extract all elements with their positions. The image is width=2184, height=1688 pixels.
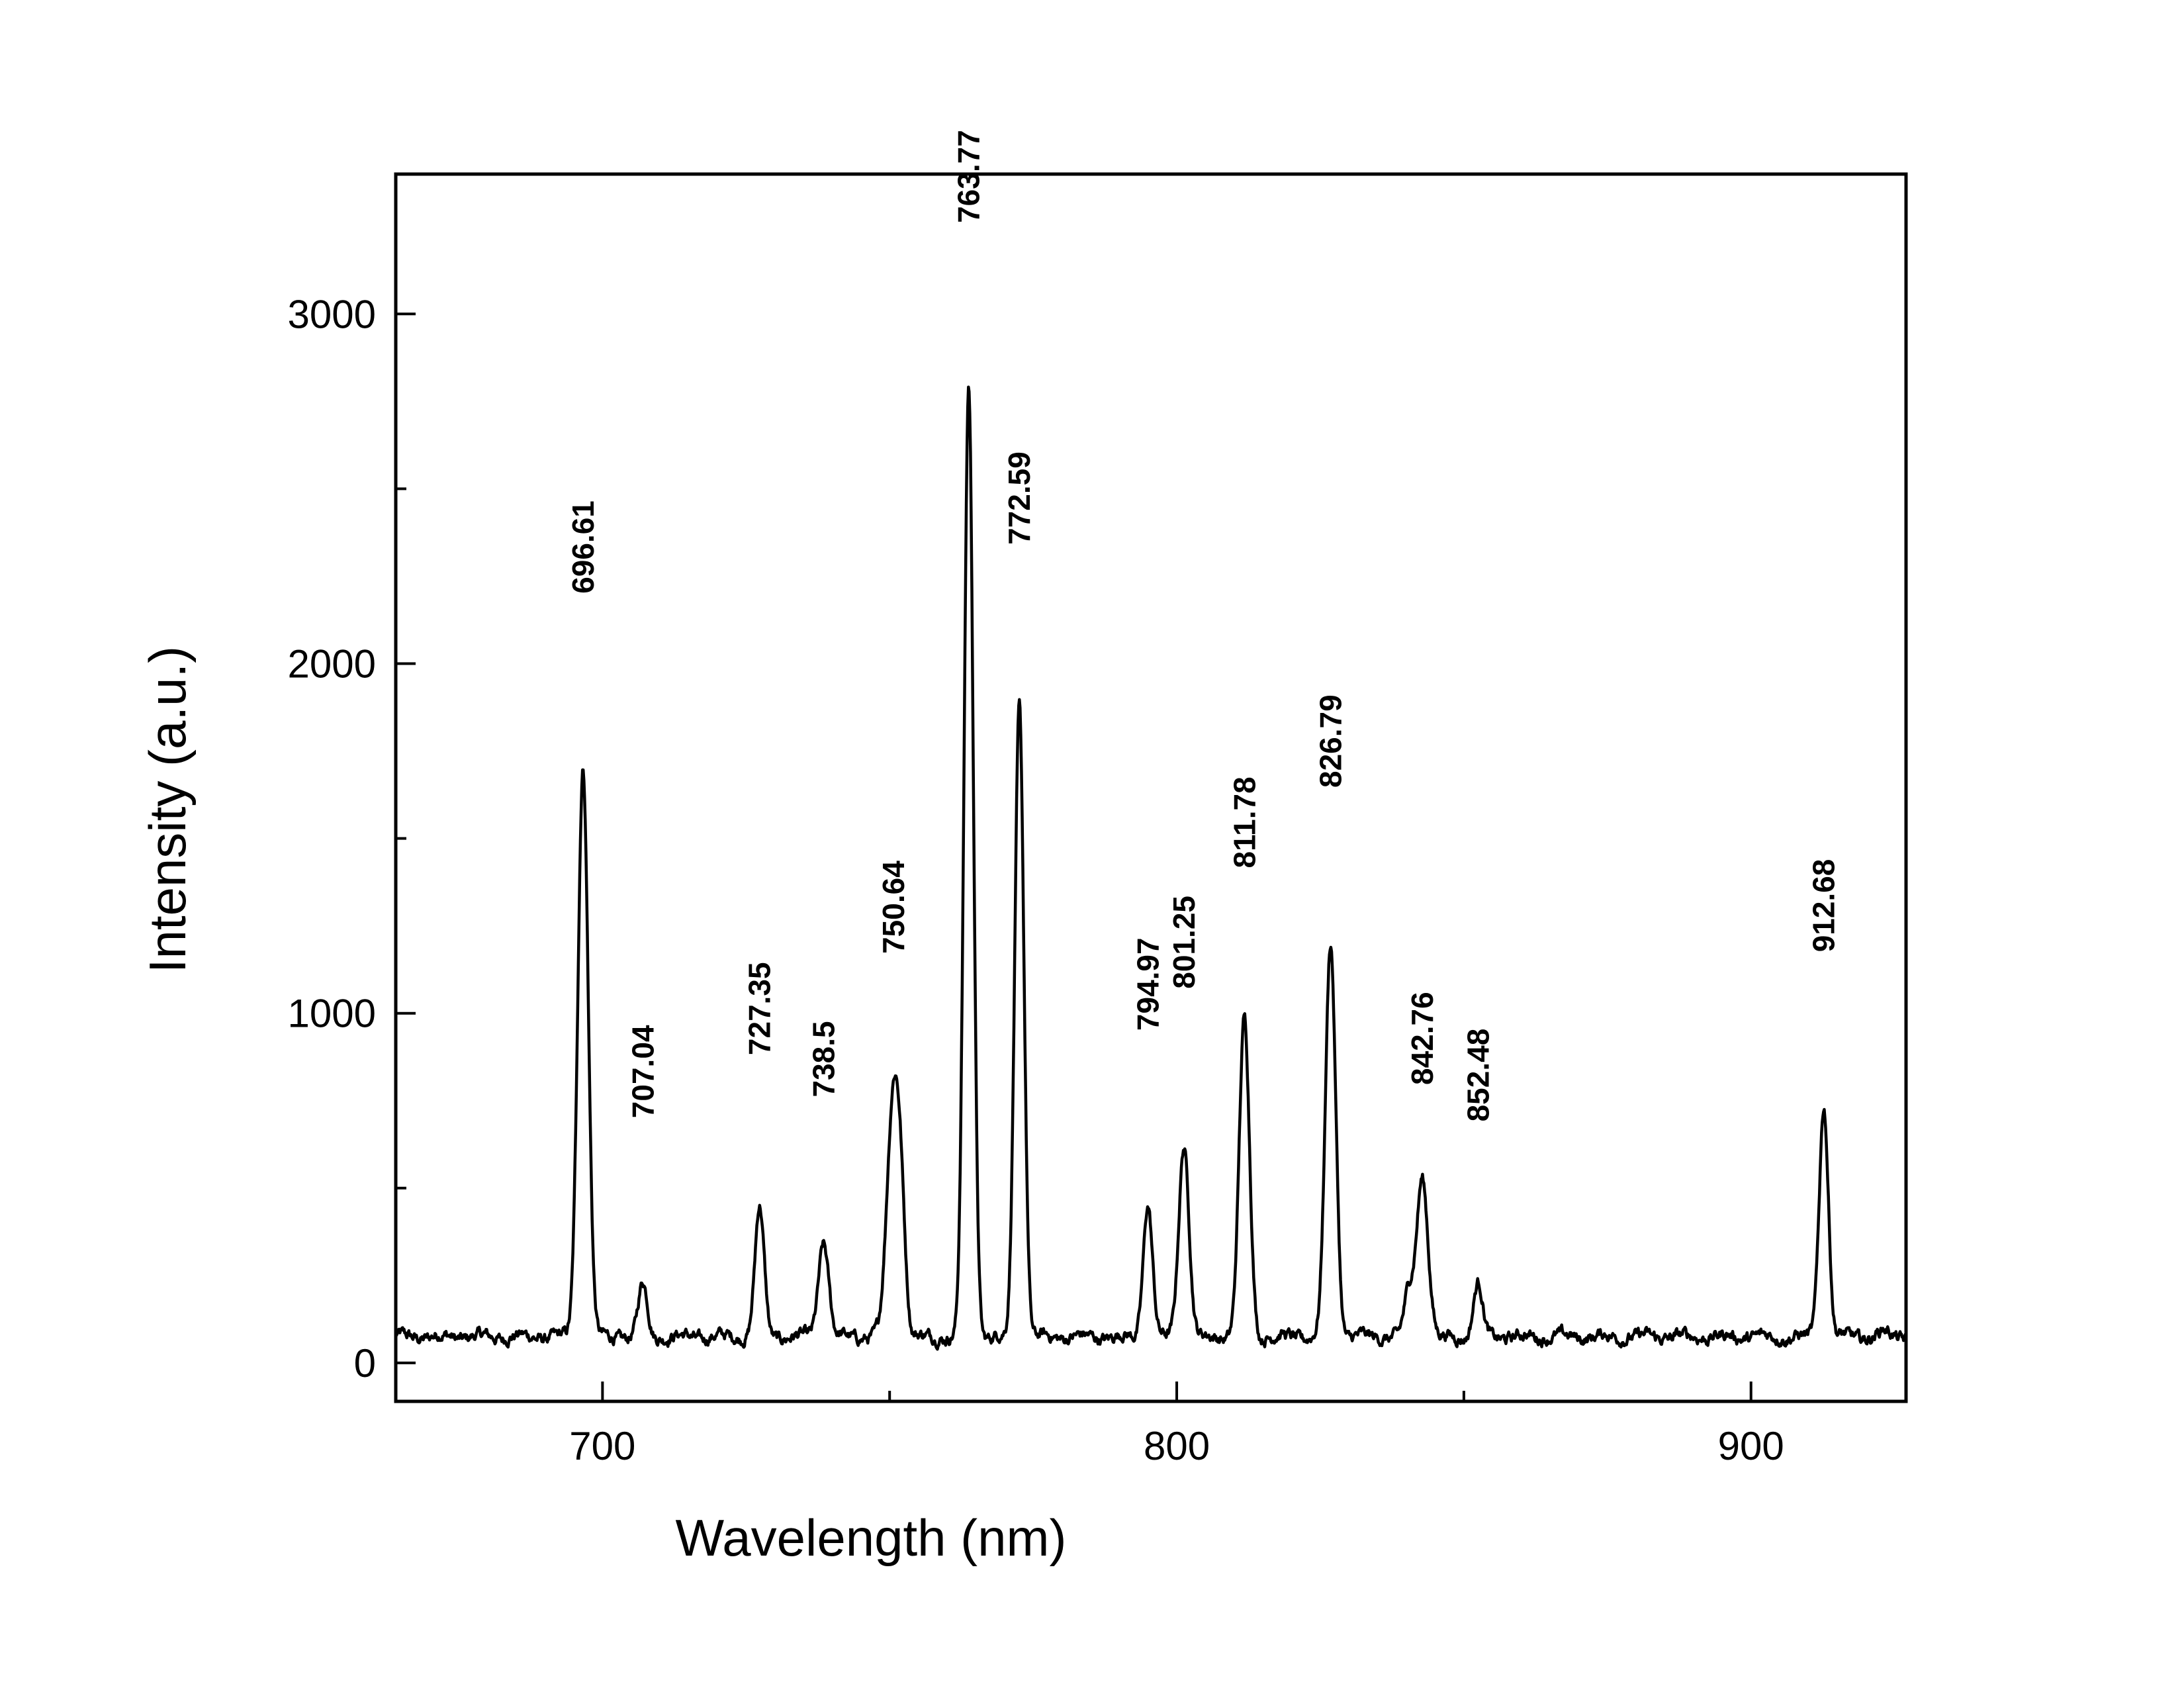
x-axis-title: Wavelength (nm) — [676, 1509, 1067, 1567]
peak-label: 912.68 — [1807, 859, 1841, 953]
peak-label: 696.61 — [566, 500, 600, 594]
y-tick-label: 3000 — [288, 292, 376, 336]
peak-label: 772.59 — [1002, 451, 1036, 545]
peak-labels: 696.61 707.04 727.35 738.5 750.64 763.77 772.5… — [566, 130, 1841, 1121]
x-tick-label: 700 — [569, 1424, 635, 1468]
peak-label: 811.78 — [1227, 776, 1261, 868]
peak-label: 738.5 — [806, 1021, 841, 1097]
axes-frame — [394, 172, 1908, 1403]
spectrum-line — [394, 385, 1907, 1351]
peak-label: 801.25 — [1167, 896, 1201, 989]
peak-label: 727.35 — [743, 962, 777, 1055]
y-tick-label: 0 — [354, 1341, 376, 1385]
x-tick-label: 800 — [1144, 1424, 1210, 1468]
peak-label: 750.64 — [876, 861, 911, 954]
y-tick-label: 2000 — [288, 641, 376, 686]
peak-label: 852.48 — [1461, 1029, 1495, 1122]
peak-label: 842.76 — [1405, 992, 1439, 1085]
peak-label: 763.77 — [952, 130, 986, 223]
x-axis-ticks: 700 800 900 — [569, 1382, 1784, 1468]
peak-label: 826.79 — [1314, 694, 1348, 788]
peak-label: 707.04 — [625, 1025, 660, 1118]
plot-area — [394, 385, 1907, 1351]
y-axis-title: Intensity (a.u.) — [138, 646, 197, 973]
y-axis-ticks: 0 1000 2000 3000 — [288, 292, 416, 1385]
y-tick-label: 1000 — [288, 992, 376, 1036]
peak-label: 794.97 — [1130, 937, 1165, 1031]
x-tick-label: 900 — [1718, 1424, 1784, 1468]
